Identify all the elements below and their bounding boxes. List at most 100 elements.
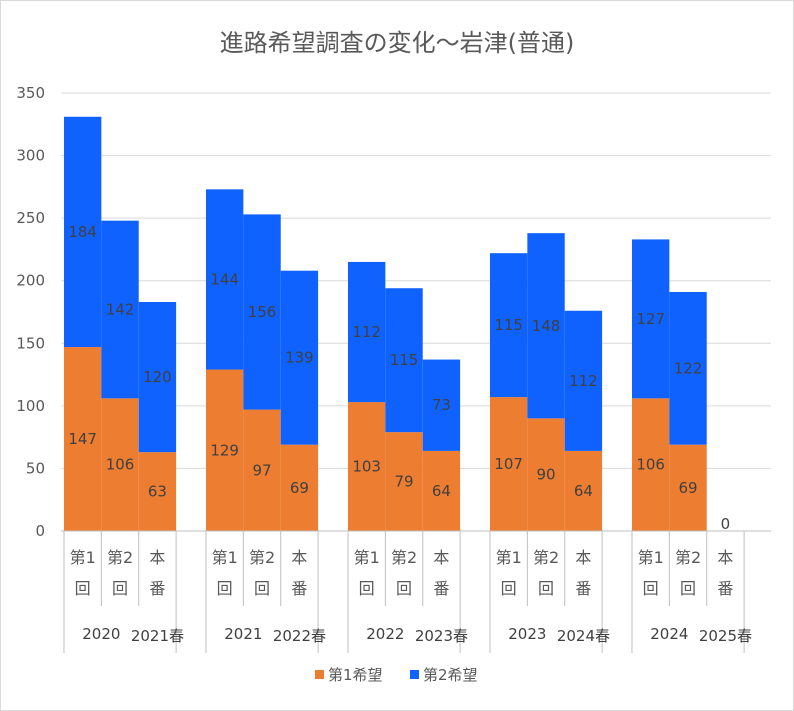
bar-segment — [280, 444, 319, 531]
data-labels: 147 184 106 142 63 120 129 144 97 156 69 139 103 112 7… — [68, 223, 730, 533]
data-label: 107 — [494, 455, 523, 473]
bar-segment — [385, 432, 423, 531]
category-label: 回 — [680, 579, 696, 598]
group-label: 2024 — [650, 625, 688, 643]
bar-segment — [280, 270, 319, 445]
y-tick-label: 250 — [16, 209, 45, 227]
bar-segment — [385, 288, 423, 433]
y-tick-label: 50 — [26, 459, 45, 477]
data-label: 106 — [636, 456, 665, 474]
data-label: 127 — [636, 310, 665, 328]
bar-segment — [527, 233, 565, 419]
category-label: 本 — [433, 548, 449, 567]
category-label: 番 — [433, 579, 449, 598]
bar-segment — [527, 418, 565, 531]
category-label: 第1 — [638, 548, 664, 567]
data-label: 69 — [290, 479, 309, 497]
category-label: 番 — [149, 579, 165, 598]
category-label: 回 — [643, 579, 659, 598]
category-label: 回 — [254, 579, 270, 598]
y-tick-label: 100 — [16, 397, 45, 415]
data-label: 115 — [494, 316, 523, 334]
category-label: 回 — [501, 579, 517, 598]
category-label: 第2 — [533, 548, 559, 567]
data-label: 63 — [148, 483, 167, 501]
bar-segment — [489, 397, 528, 531]
y-tick-label: 200 — [16, 272, 45, 290]
legend-swatch — [315, 670, 324, 679]
category-label: 回 — [359, 579, 375, 598]
bar-segment — [669, 291, 707, 445]
group-sublabel: 2024春 — [557, 627, 610, 645]
category-label: 本 — [149, 548, 165, 567]
group-label: 2023 — [508, 625, 546, 643]
bar-segment — [205, 189, 244, 370]
group-label: 2020 — [82, 625, 120, 643]
data-label: 73 — [432, 396, 451, 414]
bar-segment — [631, 239, 670, 399]
category-label: 回 — [396, 579, 412, 598]
bar-segment — [422, 359, 461, 451]
group-label: 2021 — [224, 625, 262, 643]
group-label: 2022 — [366, 625, 404, 643]
bar-segment — [63, 116, 102, 348]
category-label: 第1 — [354, 548, 380, 567]
category-label: 回 — [75, 579, 91, 598]
category-label: 第2 — [107, 548, 133, 567]
legend-swatch — [410, 670, 419, 679]
group-sublabel: 2025春 — [699, 627, 752, 645]
bar-segment — [564, 310, 603, 451]
group-sublabel: 2021春 — [131, 627, 184, 645]
category-label: 回 — [112, 579, 128, 598]
category-label: 本 — [291, 548, 307, 567]
category-label: 第2 — [675, 548, 701, 567]
data-label: 115 — [390, 351, 419, 369]
bar-segment — [347, 261, 386, 403]
bar-segment — [489, 253, 528, 398]
data-label: 90 — [536, 466, 555, 484]
data-label: 148 — [532, 317, 561, 335]
data-label: 106 — [106, 456, 135, 474]
legend: 第1希望 第2希望 — [315, 666, 478, 684]
bar-segment — [564, 450, 603, 531]
data-label: 144 — [210, 270, 239, 288]
category-label: 第2 — [391, 548, 417, 567]
data-label: 112 — [569, 372, 598, 390]
category-label: 番 — [717, 579, 733, 598]
bar-segment — [669, 444, 707, 531]
y-tick-label: 150 — [16, 334, 45, 352]
group-sublabel: 2022春 — [273, 627, 326, 645]
bar-segment — [243, 214, 281, 410]
bar-segment — [243, 409, 281, 531]
data-label: 139 — [285, 349, 314, 367]
legend-label: 第2希望 — [423, 666, 478, 684]
bar-segment — [101, 398, 139, 531]
bar-segment — [138, 452, 177, 531]
chart-title: 進路希望調査の変化～岩津(普通) — [220, 29, 575, 57]
data-label: 97 — [252, 461, 271, 479]
data-label: 112 — [352, 323, 381, 341]
y-tick-label: 300 — [16, 147, 45, 165]
data-label: 69 — [678, 479, 697, 497]
category-label: 第1 — [70, 548, 96, 567]
data-label: 0 — [721, 515, 731, 533]
data-label: 64 — [574, 482, 593, 500]
category-label: 番 — [575, 579, 591, 598]
data-label: 129 — [210, 441, 239, 459]
data-label: 156 — [248, 303, 277, 321]
group-sublabel: 2023春 — [415, 627, 468, 645]
data-label: 147 — [68, 430, 97, 448]
data-label: 64 — [432, 482, 451, 500]
category-label: 回 — [538, 579, 554, 598]
y-tick-label: 0 — [35, 522, 45, 540]
category-label: 第1 — [212, 548, 238, 567]
bar-segment — [63, 347, 102, 531]
category-label: 番 — [291, 579, 307, 598]
bar-segment — [138, 301, 177, 453]
category-label: 本 — [575, 548, 591, 567]
y-tick-label: 350 — [16, 84, 45, 102]
category-label: 第2 — [249, 548, 275, 567]
bar-segment — [631, 398, 670, 531]
